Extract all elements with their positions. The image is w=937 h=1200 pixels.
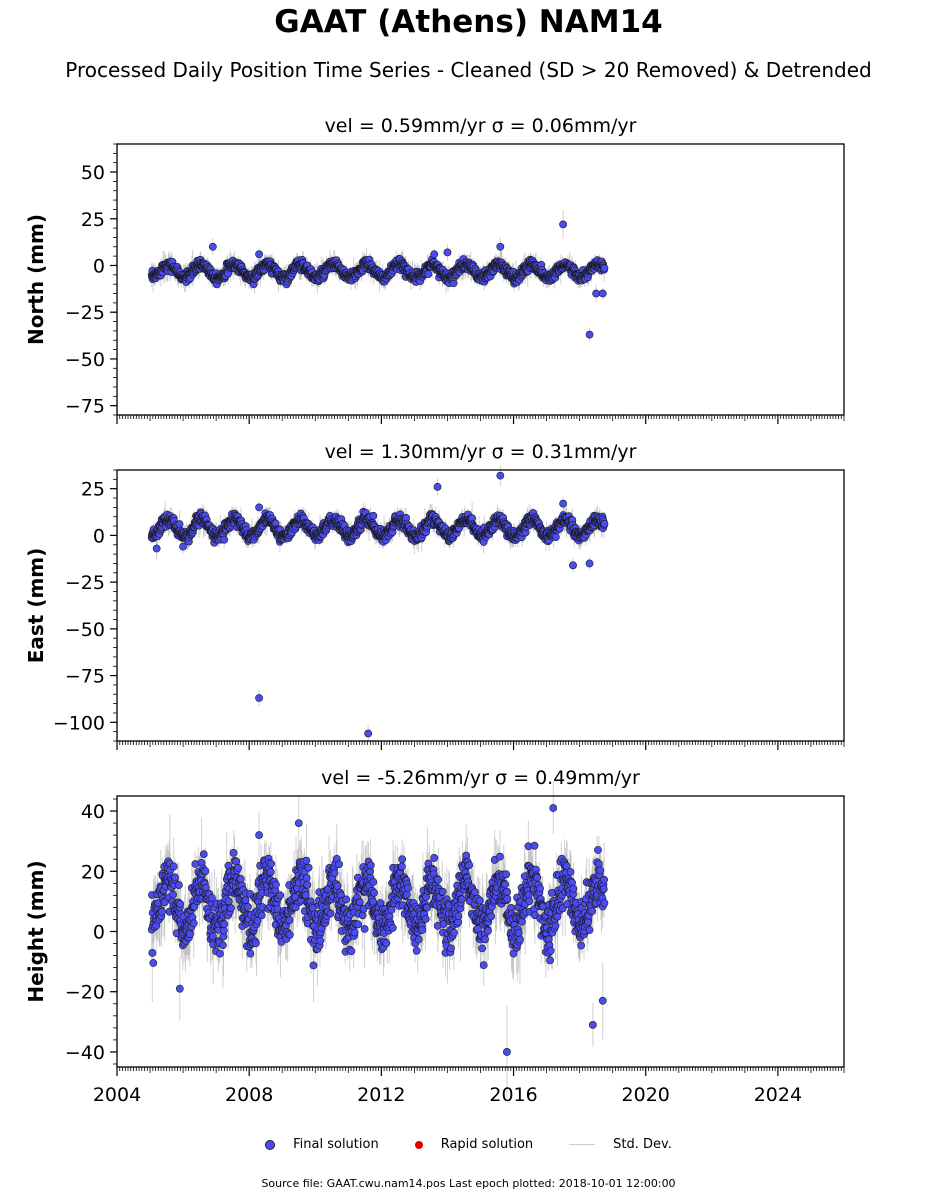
data-point	[179, 542, 187, 551]
data-point	[592, 289, 601, 298]
panel-title: vel = -5.26mm/yr σ = 0.49mm/yr	[321, 767, 640, 789]
data-point	[600, 264, 609, 273]
chart-subtitle: Processed Daily Position Time Series - C…	[65, 58, 872, 82]
data-point	[559, 220, 568, 229]
y-tick-label: −100	[53, 712, 105, 734]
data-point	[443, 248, 452, 257]
axes-frame	[116, 469, 845, 742]
y-axis-label: North (mm)	[24, 214, 48, 345]
final-solution-points	[147, 471, 609, 738]
y-tick-label: −50	[65, 349, 105, 371]
data-point	[364, 729, 373, 738]
data-point	[598, 289, 607, 298]
std-dev-bars	[151, 465, 605, 743]
data-point	[255, 250, 263, 259]
y-tick-label: −50	[65, 619, 105, 641]
data-point	[369, 511, 378, 520]
data-point	[569, 561, 577, 570]
panel-title: vel = 1.30mm/yr σ = 0.31mm/yr	[325, 441, 637, 463]
data-point	[496, 242, 505, 251]
y-tick-label: 0	[93, 525, 105, 547]
data-point	[152, 544, 161, 553]
panel-2: vel = 1.30mm/yr σ = 0.31mm/yr East (mm) 25…	[24, 441, 845, 750]
y-tick-label: 50	[81, 162, 105, 184]
data-point	[220, 535, 229, 544]
y-tick-label: 0	[93, 255, 105, 277]
data-point	[255, 694, 263, 702]
y-tick-label: 25	[81, 479, 105, 501]
final-solution-points	[147, 220, 609, 339]
data-point	[585, 559, 594, 568]
panel-3: vel = -5.26mm/yr σ = 0.49mm/yr Height (mm…	[24, 767, 845, 1106]
data-point	[402, 513, 410, 522]
data-point	[600, 519, 609, 528]
data-point	[433, 482, 442, 491]
y-tick-label: −75	[65, 666, 105, 688]
y-tick-label: 25	[81, 209, 105, 231]
data-point	[424, 270, 433, 279]
y-tick-label: −25	[65, 302, 105, 324]
chart-title: GAAT (Athens) NAM14	[274, 4, 663, 40]
y-axis-label: Height (mm)	[24, 860, 48, 1002]
panel-title: vel = 0.59mm/yr σ = 0.06mm/yr	[325, 115, 637, 137]
y-axis-label: East (mm)	[24, 548, 48, 664]
y-tick-label: −25	[65, 572, 105, 594]
y-tick-label: −75	[65, 396, 105, 418]
data-point	[585, 330, 594, 339]
data-point	[255, 503, 263, 512]
panel-1: vel = 0.59mm/yr σ = 0.06mm/yr North (mm) 5…	[24, 115, 845, 424]
data-point	[496, 471, 505, 480]
data-point	[559, 499, 568, 508]
data-point	[551, 533, 560, 542]
data-point	[430, 250, 439, 259]
data-point	[208, 242, 217, 251]
